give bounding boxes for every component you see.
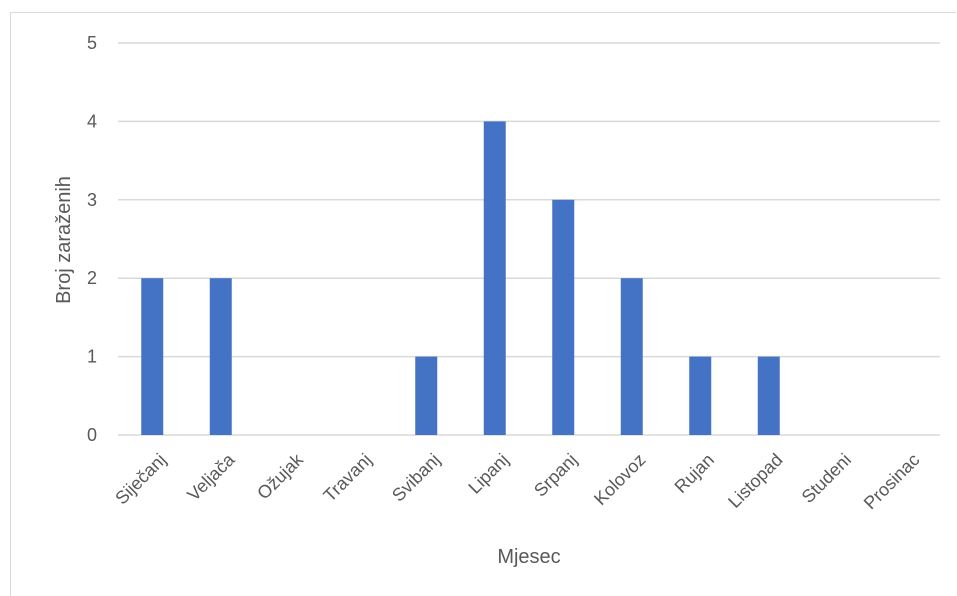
x-tick-label: Lipanj: [464, 450, 512, 498]
x-tick-label: Svibanj: [388, 450, 444, 506]
x-tick-label: Travanj: [319, 450, 375, 506]
y-tick-label: 1: [87, 347, 97, 367]
x-tick-label: Ožujak: [253, 449, 307, 503]
bar: [209, 278, 232, 435]
y-tick-label: 2: [87, 268, 97, 288]
x-tick-label: Veljača: [183, 449, 239, 505]
bar: [141, 278, 164, 435]
y-tick-label: 5: [87, 33, 97, 53]
x-tick-label: Listopad: [724, 450, 786, 512]
bar: [415, 356, 438, 435]
y-tick-label: 0: [87, 425, 97, 445]
x-axis-title: Mjesec: [497, 546, 560, 568]
x-tick-label: Rujan: [671, 450, 718, 497]
gridlines: [118, 42, 940, 436]
bar: [552, 199, 575, 435]
x-tick-label: Prosinac: [860, 450, 924, 514]
y-axis-ticks: 0 1 2 3 4 5: [87, 33, 97, 445]
x-axis-ticks: Siječanj Veljača Ožujak Travanj Svibanj Lipan…: [111, 449, 923, 513]
chart-frame: [10, 12, 956, 596]
x-tick-label: Kolovoz: [590, 450, 649, 509]
y-tick-label: 3: [87, 190, 97, 210]
x-tick-label: Srpanj: [530, 450, 581, 501]
y-axis-title: Broj zaraženih: [53, 176, 75, 304]
bar: [757, 356, 780, 435]
x-tick-label: Siječanj: [111, 450, 170, 509]
bars: [141, 121, 780, 436]
bar: [620, 278, 643, 435]
bar: [689, 356, 712, 435]
bar: [483, 121, 506, 436]
y-tick-label: 4: [87, 111, 97, 131]
x-tick-label: Studeni: [798, 450, 855, 507]
